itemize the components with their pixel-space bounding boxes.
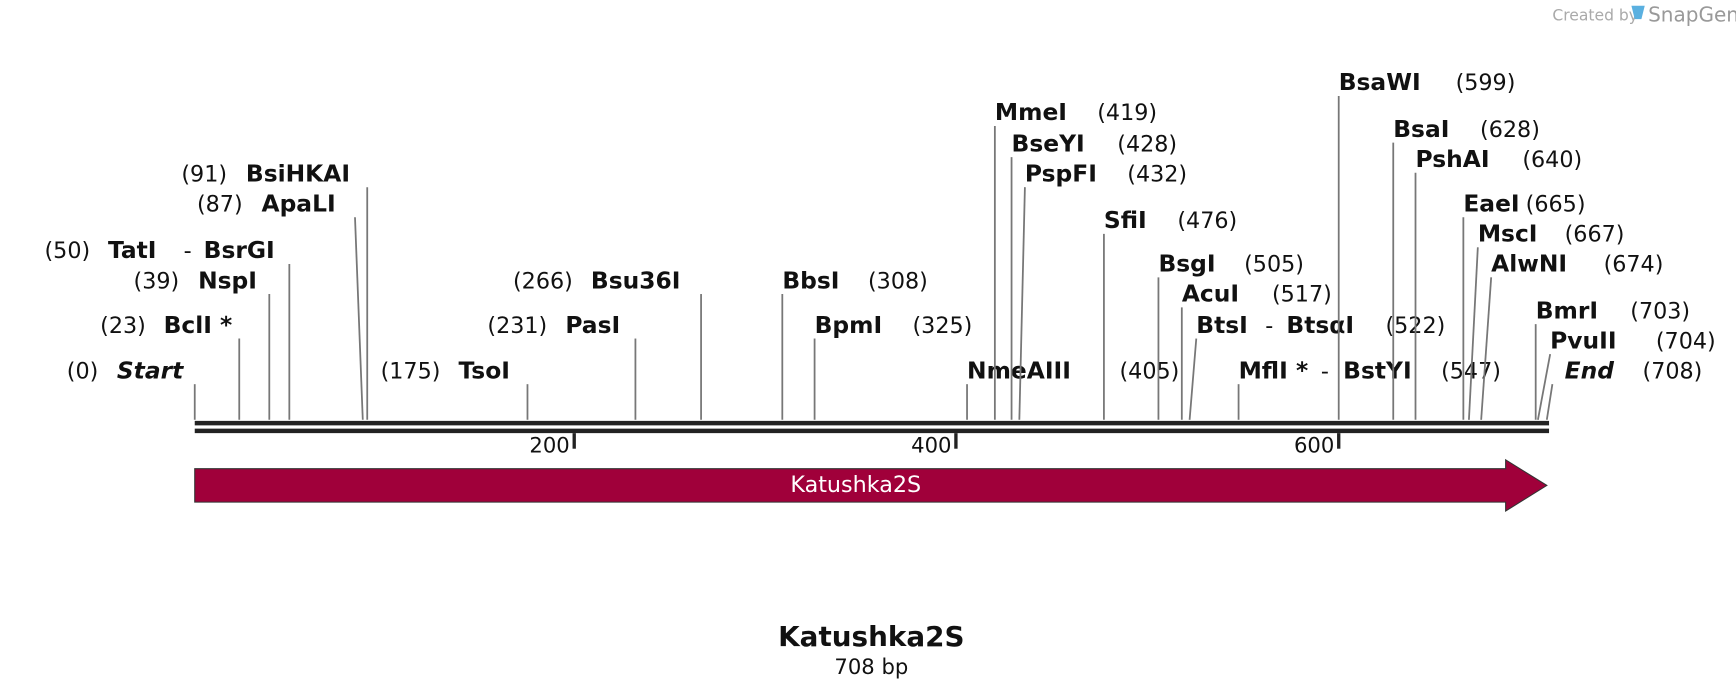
map-title: Katushka2S (778, 620, 964, 653)
feature-label: Katushka2S (790, 472, 921, 498)
enzyme-name: TsoI (458, 356, 509, 384)
enzyme-name: Bsu36I (591, 266, 681, 294)
site-position: (517) (1272, 282, 1332, 308)
cut-line (1468, 247, 1479, 420)
site-position: (703) (1630, 298, 1690, 324)
site-position: (428) (1117, 131, 1177, 157)
enzyme-name: BclI * (164, 311, 233, 339)
site-position: (266) (513, 268, 573, 294)
cut-line (1537, 353, 1552, 420)
enzyme-name: BsaWI (1339, 68, 1421, 96)
cut-line (1018, 187, 1026, 420)
enzyme-name: BsiHKAI (246, 159, 350, 187)
site-position: (325) (913, 313, 973, 339)
cut-line (1188, 338, 1198, 420)
enzyme-name: AcuI (1182, 280, 1239, 308)
site-position: (87) (197, 192, 243, 218)
brand: SnapGene (1648, 2, 1736, 26)
enzyme-name: EaeI (1463, 190, 1519, 218)
site-position: (476) (1177, 208, 1237, 234)
site-position: (91) (181, 161, 227, 187)
enzyme-name: TatI (108, 236, 157, 264)
site-position: (665) (1526, 192, 1586, 218)
separator: - (184, 238, 192, 264)
enzyme-name: BtsI (1196, 311, 1248, 339)
ruler-label: 600 (1294, 432, 1334, 457)
site-position: (432) (1127, 161, 1187, 187)
site-position: (405) (1119, 358, 1179, 384)
site-position: (175) (381, 358, 441, 384)
site-position: (39) (134, 268, 180, 294)
separator: - (1265, 313, 1273, 339)
cut-line (354, 217, 364, 420)
created-by: Created by (1552, 6, 1638, 24)
enzyme-partner: BstYI (1343, 356, 1411, 384)
site-position: (23) (100, 313, 146, 339)
enzyme-name: MscI (1478, 220, 1538, 248)
site-position: (704) (1656, 328, 1716, 354)
enzyme-name: MmeI (995, 98, 1067, 126)
ruler-label: 200 (529, 432, 569, 457)
site-position: (674) (1604, 252, 1664, 278)
site-position: (505) (1244, 252, 1304, 278)
logo-icon (1631, 5, 1645, 20)
site-position: (231) (487, 313, 547, 339)
site-position: (599) (1456, 70, 1516, 96)
enzyme-name: SfiI (1104, 206, 1147, 234)
enzyme-name: BseYI (1012, 129, 1085, 157)
cut-line (1545, 384, 1554, 420)
site-position: (708) (1643, 358, 1703, 384)
map-subtitle: 708 bp (834, 654, 908, 679)
site-position: (50) (45, 238, 91, 264)
enzyme-partner: BtsαI (1286, 311, 1354, 339)
enzyme-name: BpmI (815, 311, 883, 339)
ruler-label: 400 (911, 432, 951, 457)
enzyme-partner: BsrGI (204, 236, 275, 264)
enzyme-name: MflI * (1239, 356, 1309, 384)
enzyme-name: Start (117, 356, 184, 384)
enzyme-name: NspI (198, 266, 257, 294)
enzyme-name: End (1565, 356, 1615, 384)
enzyme-name: PvuII (1550, 326, 1616, 354)
site-position: (0) (67, 358, 99, 384)
enzyme-name: BmrI (1536, 296, 1598, 324)
enzyme-name: PspFI (1025, 159, 1097, 187)
site-position: (628) (1480, 117, 1540, 143)
enzyme-name: NmeAIII (967, 356, 1071, 384)
site-position: (419) (1097, 100, 1157, 126)
enzyme-name: PshAI (1416, 145, 1490, 173)
enzyme-name: ApaLI (262, 190, 336, 218)
feature-arrow (194, 458, 1548, 513)
site-position: (640) (1522, 147, 1582, 173)
enzyme-name: AlwNI (1491, 250, 1567, 278)
enzyme-name: BsgI (1158, 250, 1215, 278)
enzyme-name: PasI (565, 311, 620, 339)
enzyme-name: BsaI (1393, 115, 1449, 143)
site-position: (308) (868, 268, 928, 294)
separator: - (1321, 358, 1329, 384)
site-position: (667) (1565, 222, 1625, 248)
cut-line (1480, 277, 1493, 420)
enzyme-name: BbsI (782, 266, 839, 294)
